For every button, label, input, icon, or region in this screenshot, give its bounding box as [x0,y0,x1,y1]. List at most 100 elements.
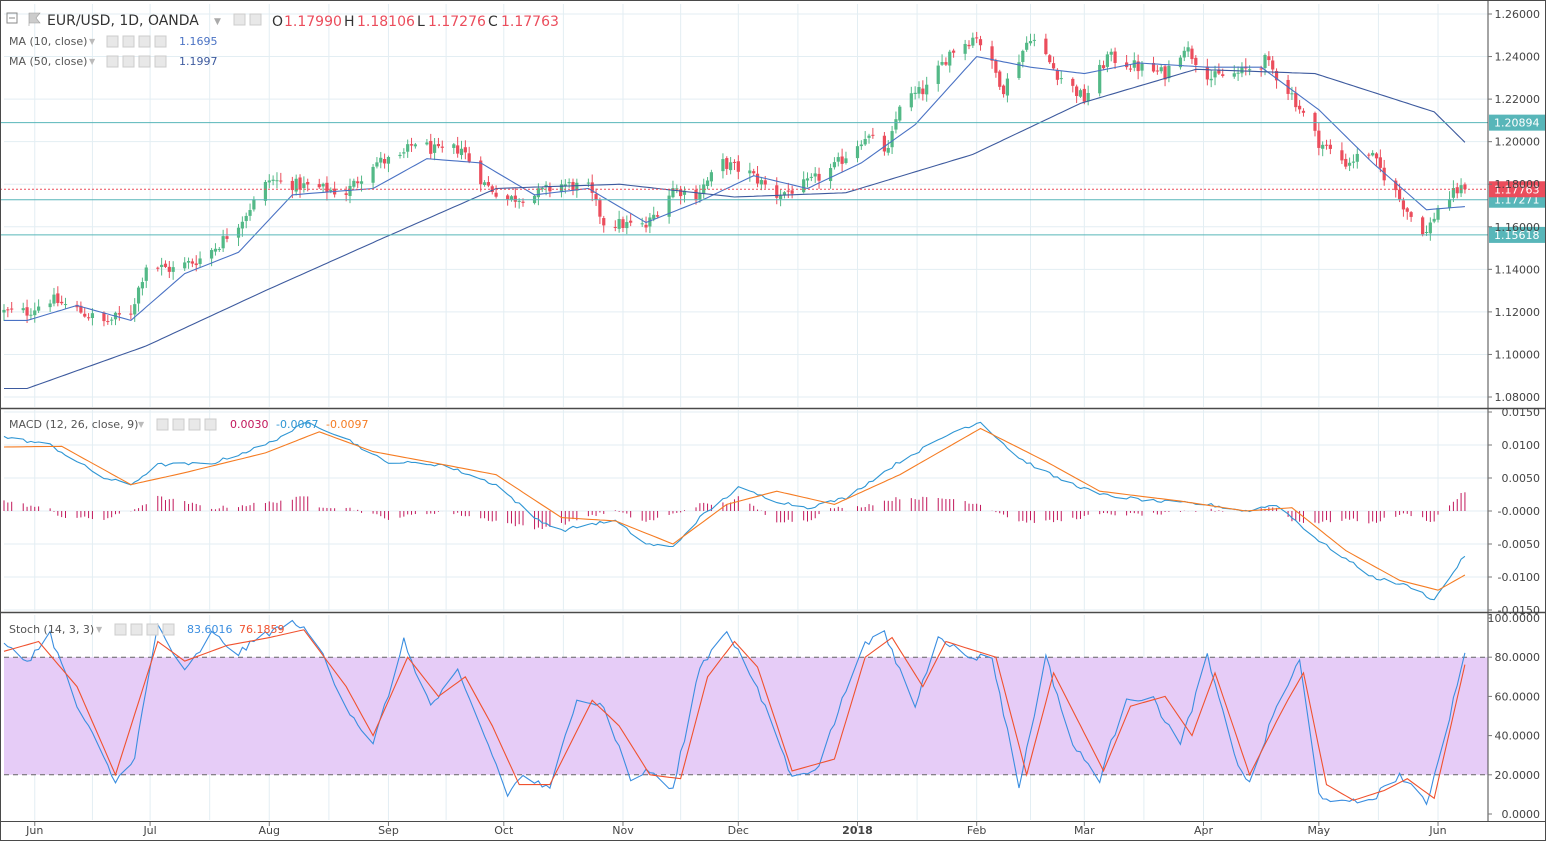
candle-body[interactable] [1071,78,1075,86]
candle-body[interactable] [463,147,467,153]
candle-body[interactable] [1155,70,1159,72]
candle-body[interactable] [817,173,821,181]
ma50-legend[interactable]: MA (50, close) ▼ 1.1997 [9,55,218,68]
candle-body[interactable] [452,144,456,148]
candle-body[interactable] [371,166,375,183]
candle-body[interactable] [952,50,956,53]
candle-body[interactable] [1405,208,1409,212]
candle-body[interactable] [544,184,548,188]
candle-body[interactable] [948,51,952,66]
candle-body[interactable] [790,190,794,194]
candle-body[interactable] [140,282,145,289]
plus-icon[interactable] [188,418,201,431]
candle-body[interactable] [25,307,29,316]
candle-body[interactable] [775,185,779,198]
gear-icon[interactable] [130,623,143,636]
candle-body[interactable] [644,224,648,228]
candle-body[interactable] [1463,184,1467,190]
candle-body[interactable] [213,248,218,252]
macd-legend[interactable]: MACD (12, 26, close, 9) ▼ 0.0030 -0.0067… [9,418,368,431]
candle-body[interactable] [1421,217,1425,235]
candle-body[interactable] [48,303,52,308]
candle-body[interactable] [217,248,221,250]
candle-body[interactable] [1355,153,1359,162]
candle-body[interactable] [1432,218,1436,222]
close-icon[interactable] [162,623,175,636]
candle-body[interactable] [682,190,687,195]
candle-body[interactable] [6,309,10,311]
candle-body[interactable] [836,157,840,162]
candle-body[interactable] [456,145,460,154]
candle-body[interactable] [1186,47,1190,52]
candle-body[interactable] [1236,72,1240,74]
candle-body[interactable] [425,142,429,145]
candle-body[interactable] [348,185,352,196]
candle-body[interactable] [709,172,713,182]
candle-body[interactable] [1209,78,1213,81]
candle-body[interactable] [1190,48,1194,60]
candle-body[interactable] [640,223,644,225]
candle-body[interactable] [321,183,325,187]
candle-body[interactable] [1447,199,1452,208]
candle-body[interactable] [1321,144,1325,149]
candle-body[interactable] [52,294,56,304]
candle-body[interactable] [210,250,214,259]
plus-icon[interactable] [138,55,151,68]
candle-body[interactable] [194,263,198,266]
candle-body[interactable] [1048,55,1052,63]
candle-body[interactable] [1055,69,1060,80]
candle-body[interactable] [1240,66,1244,74]
candle-body[interactable] [721,159,725,172]
candle-body[interactable] [1328,144,1332,149]
candle-body[interactable] [1274,70,1279,81]
candle-body[interactable] [317,184,321,188]
candle-body[interactable] [482,182,487,186]
candle-body[interactable] [406,144,410,152]
candle-body[interactable] [506,195,510,200]
close-icon[interactable] [154,55,167,68]
candle-body[interactable] [671,188,675,198]
chevron-down-icon[interactable]: ▼ [89,57,96,66]
candle-body[interactable] [809,176,813,178]
candle-body[interactable] [409,144,414,146]
candle-body[interactable] [598,199,602,217]
candle-body[interactable] [1163,66,1167,80]
candle-body[interactable] [882,135,887,152]
candle-body[interactable] [467,153,471,162]
candle-body[interactable] [729,162,733,171]
candle-body[interactable] [629,220,633,223]
candle-body[interactable] [352,180,356,187]
candle-body[interactable] [1378,157,1382,168]
candle-body[interactable] [1182,50,1186,58]
candle-body[interactable] [379,157,383,163]
candle-body[interactable] [1028,41,1033,44]
candle-body[interactable] [1151,62,1156,72]
candle-body[interactable] [383,159,387,164]
candle-body[interactable] [563,184,567,186]
candle-body[interactable] [290,180,294,191]
candle-body[interactable] [1317,130,1321,148]
candle-body[interactable] [1424,231,1429,233]
candle-body[interactable] [782,192,787,196]
candle-body[interactable] [263,181,268,201]
candle-body[interactable] [90,313,95,319]
candle-body[interactable] [1409,212,1413,217]
candle-body[interactable] [594,194,598,200]
candle-body[interactable] [398,154,402,157]
gear-icon[interactable] [122,55,135,68]
candle-body[interactable] [575,182,579,191]
candle-body[interactable] [755,173,760,184]
candle-body[interactable] [1128,68,1133,70]
candle-body[interactable] [1059,78,1063,80]
candle-body[interactable] [1344,158,1348,167]
candle-body[interactable] [978,39,983,46]
candle-body[interactable] [83,313,87,317]
candle-body[interactable] [102,312,106,322]
candle-body[interactable] [725,158,729,169]
candle-body[interactable] [267,180,271,183]
candle-body[interactable] [1374,153,1379,159]
chevron-down-icon[interactable]: ▼ [138,420,145,429]
candle-body[interactable] [359,181,364,184]
candle-body[interactable] [1105,54,1109,67]
